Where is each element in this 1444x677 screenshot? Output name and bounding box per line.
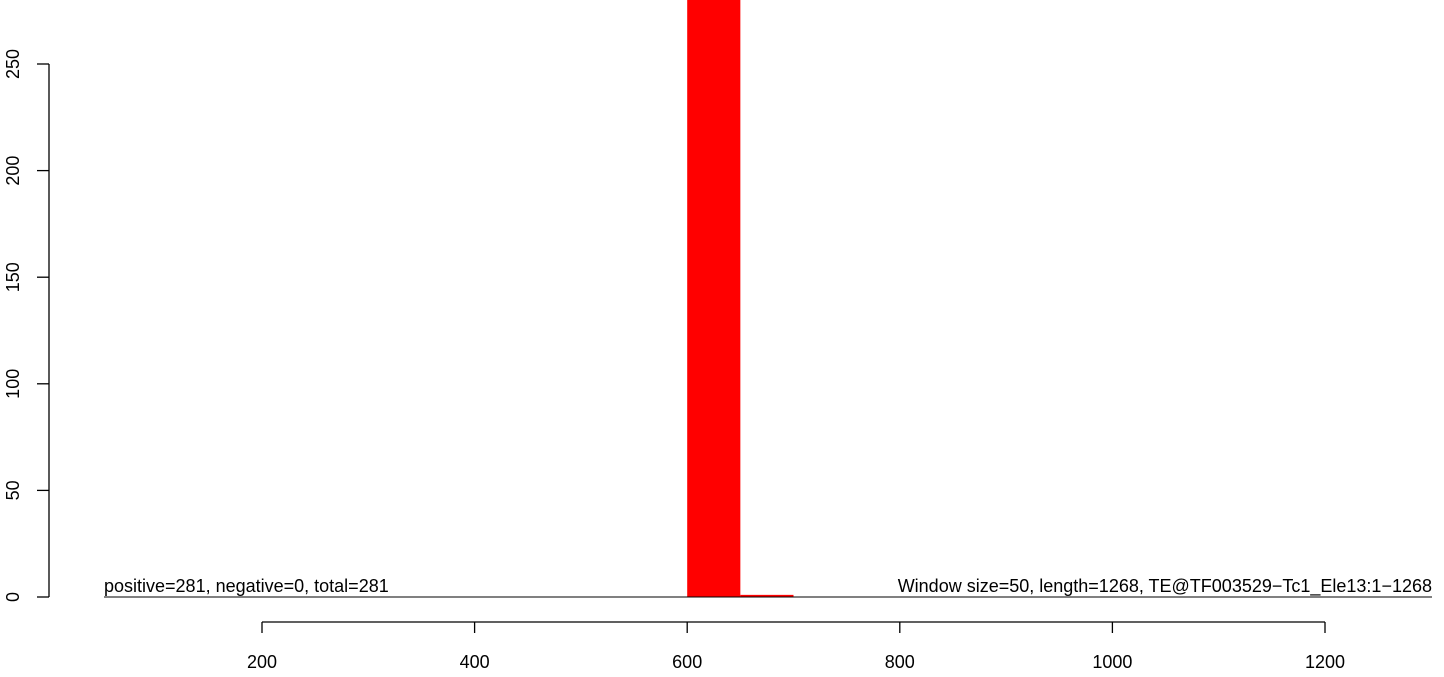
- y-tick-label-3: 150: [3, 262, 23, 292]
- y-tick-label-4: 200: [3, 156, 23, 186]
- y-tick-label-5: 250: [3, 49, 23, 79]
- bar-0: [687, 0, 741, 597]
- x-tick-label-0: 200: [247, 652, 277, 672]
- bar-1: [740, 594, 794, 597]
- x-tick-label-1: 400: [460, 652, 490, 672]
- x-tick-label-5: 1200: [1305, 652, 1345, 672]
- y-axis: 0 50 100 150 200 250: [3, 49, 50, 602]
- y-tick-label-2: 100: [3, 369, 23, 399]
- x-axis: 200 400 600 800 1000 1200: [247, 621, 1345, 672]
- x-tick-label-2: 600: [672, 652, 702, 672]
- x-tick-label-3: 800: [885, 652, 915, 672]
- bars-layer: [687, 0, 794, 597]
- y-tick-label-0: 0: [3, 592, 23, 602]
- y-tick-label-1: 50: [3, 480, 23, 500]
- x-tick-label-4: 1000: [1092, 652, 1132, 672]
- annotation-left: positive=281, negative=0, total=281: [104, 576, 389, 596]
- annotation-right: Window size=50, length=1268, TE@TF003529…: [898, 576, 1432, 597]
